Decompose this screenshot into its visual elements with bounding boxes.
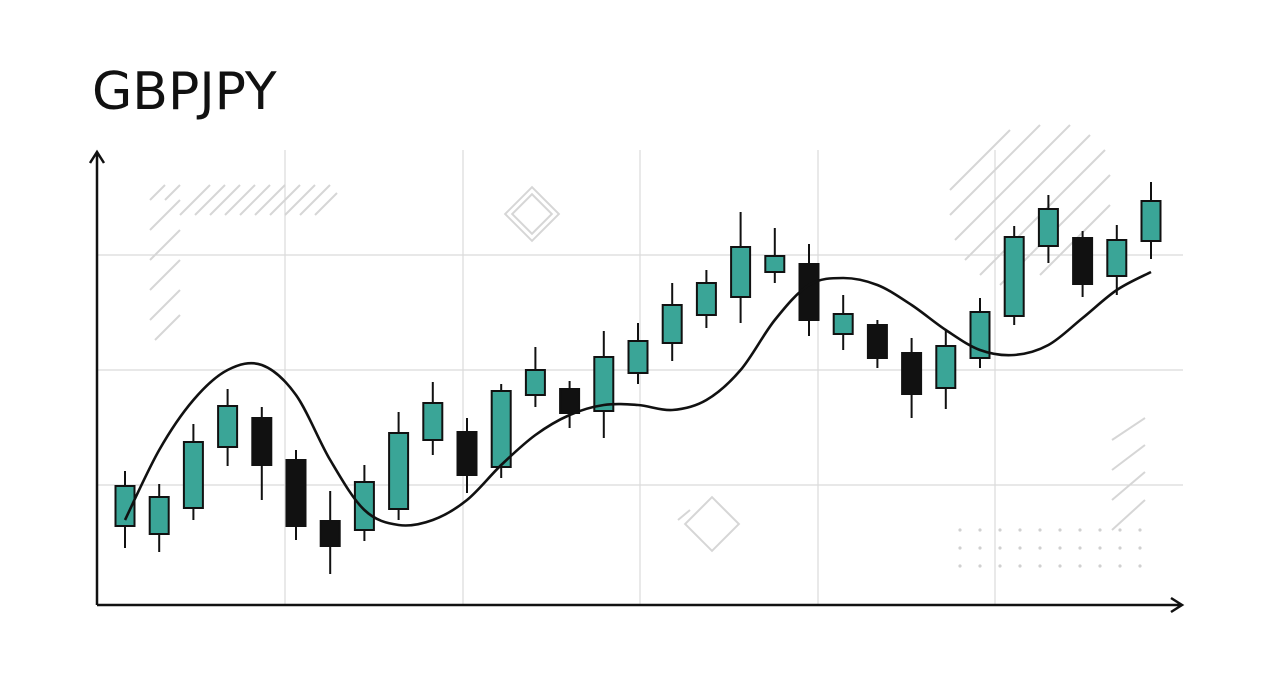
- candle-body: [1140, 200, 1162, 242]
- candle-body: [764, 255, 786, 273]
- candle-body: [627, 340, 649, 374]
- candle-body: [832, 313, 854, 335]
- candle-body: [422, 402, 444, 441]
- background-decoration: [97, 124, 1183, 605]
- candle-body: [251, 417, 273, 466]
- candle-body: [353, 481, 375, 531]
- candle-body: [798, 263, 820, 321]
- candle-body: [456, 431, 478, 476]
- candle-body: [935, 345, 957, 389]
- candle-body: [217, 405, 239, 448]
- candle-body: [114, 485, 136, 527]
- candle-body: [969, 311, 991, 359]
- candle-body: [1072, 237, 1094, 285]
- candle-body: [182, 441, 204, 509]
- candle-body: [1003, 236, 1025, 317]
- axes: [88, 149, 1185, 614]
- candle-body: [901, 352, 923, 395]
- candle-body: [490, 390, 512, 468]
- candle-body: [593, 356, 615, 412]
- candle-body: [388, 432, 410, 510]
- candle-body: [148, 496, 170, 535]
- candle-body: [695, 282, 717, 316]
- candle-body: [524, 369, 546, 396]
- candle-body: [285, 459, 307, 527]
- candle-body: [559, 388, 581, 414]
- candle-body: [661, 304, 683, 344]
- candle-body: [1037, 208, 1059, 247]
- trend-line: [123, 270, 1152, 527]
- candle-body: [730, 246, 752, 298]
- candle-body: [1106, 239, 1128, 277]
- chart-title: GBPJPY: [92, 62, 277, 122]
- candle-body: [319, 520, 341, 547]
- candle-body: [866, 324, 888, 359]
